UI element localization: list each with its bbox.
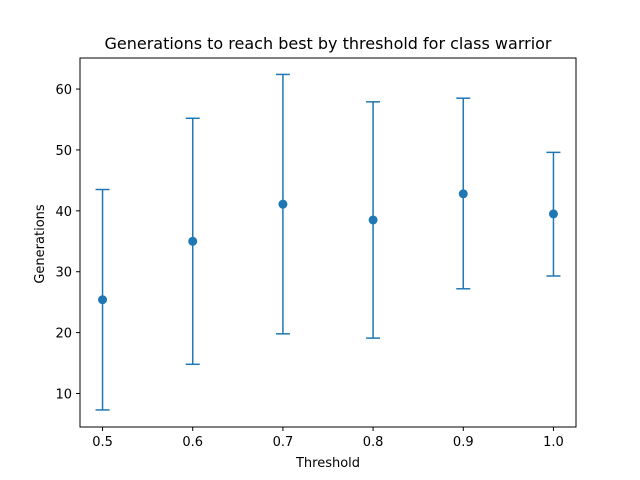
- x-tick-label: 0.9: [453, 435, 474, 450]
- y-axis: 10 20 30 40 50 60: [55, 83, 80, 403]
- data-point: [548, 209, 558, 219]
- x-tick-label: 0.6: [182, 435, 203, 450]
- data-point: [458, 189, 468, 199]
- y-tick-label: 50: [55, 144, 72, 159]
- data-point: [278, 199, 288, 209]
- data-point: [98, 295, 108, 305]
- y-tick-label: 20: [55, 327, 72, 342]
- plot-frame: [79, 57, 577, 428]
- x-axis-label: Threshold: [295, 456, 360, 471]
- x-tick-label: 0.8: [363, 435, 384, 450]
- y-tick-label: 30: [55, 266, 72, 281]
- y-tick-label: 10: [55, 388, 72, 403]
- x-tick-label: 0.5: [92, 435, 113, 450]
- y-tick-label: 60: [55, 83, 72, 98]
- data-point: [368, 215, 378, 225]
- plot-area: [95, 73, 561, 411]
- y-axis-label: Generations: [33, 204, 48, 284]
- x-tick-label: 0.7: [273, 435, 294, 450]
- data-point: [188, 236, 198, 246]
- x-axis: 0.5 0.6 0.7 0.8 0.9 1.0: [92, 427, 564, 450]
- y-tick-label: 40: [55, 205, 72, 220]
- chart-title: Generations to reach best by threshold f…: [104, 34, 551, 53]
- x-tick-label: 1.0: [543, 435, 564, 450]
